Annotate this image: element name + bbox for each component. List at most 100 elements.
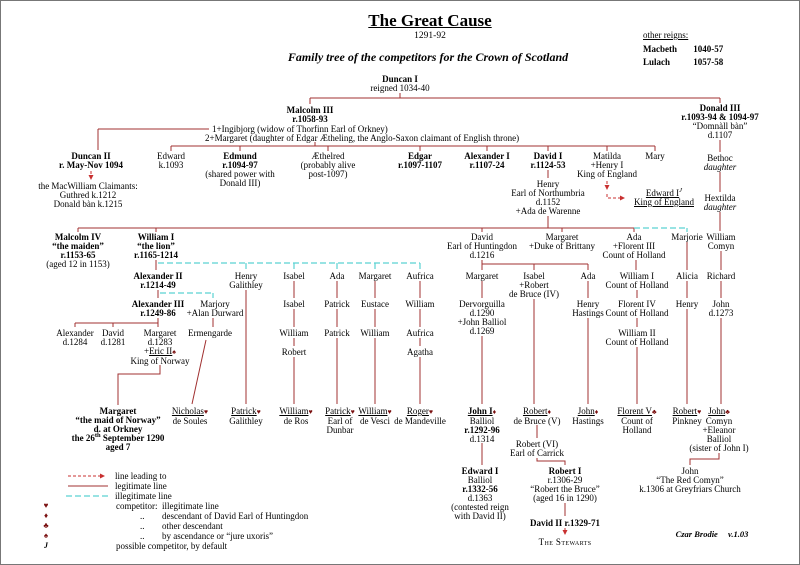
competitor-symbol: ♦	[547, 408, 552, 416]
person-text-line: Hastings	[572, 416, 604, 426]
person-alexander-ii: Alexander II r.1214-49	[133, 272, 182, 290]
person-robert-son: Robert	[282, 348, 307, 357]
person-text-line: Malcolm IV	[54, 232, 102, 242]
person-text-line: Alexander III	[131, 299, 185, 309]
person-text-line: “the lion”	[137, 241, 175, 251]
person-text-line: Margaret	[545, 232, 579, 242]
person-text-line: Ermengarde	[188, 328, 232, 338]
person-text-line: Pinkney	[672, 416, 702, 426]
person-text-line: William♥	[358, 407, 391, 417]
competitor-symbol: ♦	[492, 408, 497, 416]
legend-ditto: ..	[140, 531, 145, 541]
person-text-line: d.1107	[707, 130, 733, 140]
person-text-line: Matilda	[593, 151, 621, 161]
other-reigns-row: Lulach 1057-58	[643, 56, 723, 70]
person-edward-k1093: Edward k.1093	[157, 152, 185, 170]
person-text-line: Robert	[281, 347, 307, 357]
person-margaret-eric: Margaret d.1283 +Eric II♠ King of Norway	[131, 329, 190, 366]
person-william-3: William	[279, 329, 308, 338]
person-text-line: William II	[618, 328, 656, 338]
competitor-symbol: ♥	[387, 408, 392, 416]
person-text-line: Patrick♥	[229, 407, 263, 417]
person-text-line: r.1093-94 & 1094-97	[681, 112, 759, 122]
person-aufrica-2: Aufrica	[406, 329, 433, 338]
person-text-line: Galithley	[229, 280, 263, 290]
person-text-line: +Ada de Warenne	[515, 206, 581, 216]
person-text-line: de Vesci	[359, 416, 391, 426]
person-marjorie: Marjorie	[671, 233, 703, 242]
person-text-line: Robert♦	[514, 407, 561, 417]
person-john-i-balliol: John I♦ Balliol r.1292-96 d.1314	[464, 407, 499, 444]
person-text-line: Donald III)	[219, 178, 261, 188]
person-text-line: Henry	[576, 299, 600, 309]
person-text-line: (shared power with	[205, 169, 275, 179]
person-malcolm-iii: Malcolm III r.1058-93	[287, 106, 334, 124]
person-text-line: John♣	[689, 407, 748, 417]
person-text-line: Balliol	[706, 434, 732, 444]
person-patrick-dunbar: Patrick♥ Earl of Dunbar	[325, 407, 355, 435]
person-text-line: Agatha	[407, 347, 433, 357]
person-alicia: Alicia	[676, 272, 698, 281]
person-text-line: k.1306 at Greyfriars Church	[639, 484, 741, 494]
legend-col2: descendant of David Earl of Huntingdon	[162, 511, 309, 521]
person-text-line: Robert I	[548, 466, 582, 476]
other-reigns-name: Macbeth	[643, 43, 677, 54]
person-edward-i-england: Edward IJ King of England	[634, 187, 694, 207]
person-text-line: David	[471, 232, 493, 242]
person-ada-florent-iii: Ada +Florent III Count of Holland	[603, 233, 666, 260]
person-text-line: de Mandeville	[394, 416, 446, 426]
person-hextilda: Hextilda daughter	[704, 194, 737, 212]
person-isabel-1: Isabel	[283, 272, 305, 281]
person-text-line: Alicia	[676, 271, 698, 281]
name-text: Edward I	[645, 188, 680, 198]
person-text-line: Earl of Carrick	[510, 448, 564, 458]
name-text: Nicholas	[171, 406, 204, 416]
legend-symbol: ♠	[43, 531, 49, 540]
person-text-line: “The Red Comyn”	[656, 475, 724, 485]
person-text-line: The Stewarts	[538, 537, 592, 547]
other-reigns-row: Macbeth 1040-57	[643, 43, 723, 57]
person-ada-1: Ada	[330, 272, 345, 281]
person-text-line: Earl of Northumbria	[511, 188, 585, 198]
other-reigns-label: other reigns:	[643, 30, 689, 40]
person-text-line: d.1216	[469, 250, 495, 260]
person-william-i: William I “the lion” r.1165-1214	[134, 233, 178, 260]
person-text-line: Isabel	[283, 271, 305, 281]
person-robert-bruce-v: Robert♦ de Bruce (V)	[514, 407, 561, 426]
person-nicholas-de-soules: Nicholas♥ de Soules	[172, 407, 208, 426]
person-text-line: +Eleanor	[702, 425, 736, 435]
person-text-line: 2+Margaret (daughter of Edgar Ætheling, …	[205, 133, 520, 143]
competitor-symbol: ♣	[652, 408, 657, 416]
person-text-line: “Robert the Bruce”	[530, 484, 600, 494]
person-text-line: Ada	[329, 271, 345, 281]
person-matilda: Matilda +Henry I King of England	[577, 152, 637, 179]
person-text-line: d. at Orkney	[93, 424, 143, 434]
competitor-symbol: ♠	[172, 348, 177, 356]
person-henry-2: Henry	[676, 300, 699, 309]
name-text: Florent V	[617, 406, 652, 416]
person-text-line: Henry	[536, 179, 560, 189]
chart-subtitle: Family tree of the competitors for the C…	[287, 50, 569, 64]
person-text-line: r.1249-86	[140, 308, 176, 318]
legend-col2: illegitimate line	[162, 501, 219, 511]
person-text-line: post-1097)	[308, 169, 348, 179]
person-text-line: Count of Holland	[605, 280, 669, 290]
person-alexander-iii: Alexander III r.1249-86	[132, 300, 185, 318]
person-text-line: Margaret	[465, 271, 499, 281]
person-text-line: Patrick	[324, 299, 350, 309]
person-dervorguilla: Dervorguilla d.1290 +John Balliol d.1269	[458, 300, 507, 336]
person-the-stewarts: The Stewarts	[539, 538, 592, 547]
person-mary: Mary	[645, 152, 665, 161]
person-text-line: Marjorie	[671, 232, 703, 242]
name-text: September 1290	[100, 433, 165, 443]
person-text-line: Richard	[706, 271, 736, 281]
name-text: Eric II	[149, 346, 173, 356]
person-william-ii-holland: William II Count of Holland	[606, 329, 669, 347]
competitor-symbol: ♥	[256, 408, 261, 416]
person-alexander-d1284: Alexander d.1284	[56, 329, 93, 347]
person-text-line: r.1214-49	[140, 280, 176, 290]
person-marriage-1: 1+Ingibjorg (widow of Thorfinn Earl of O…	[212, 125, 388, 134]
person-edward-i-balliol: Edward I Balliol r.1332-56 d.1363 (contested…	[451, 467, 509, 521]
person-robert-pinkney: Robert♥ Pinkney	[672, 407, 702, 426]
